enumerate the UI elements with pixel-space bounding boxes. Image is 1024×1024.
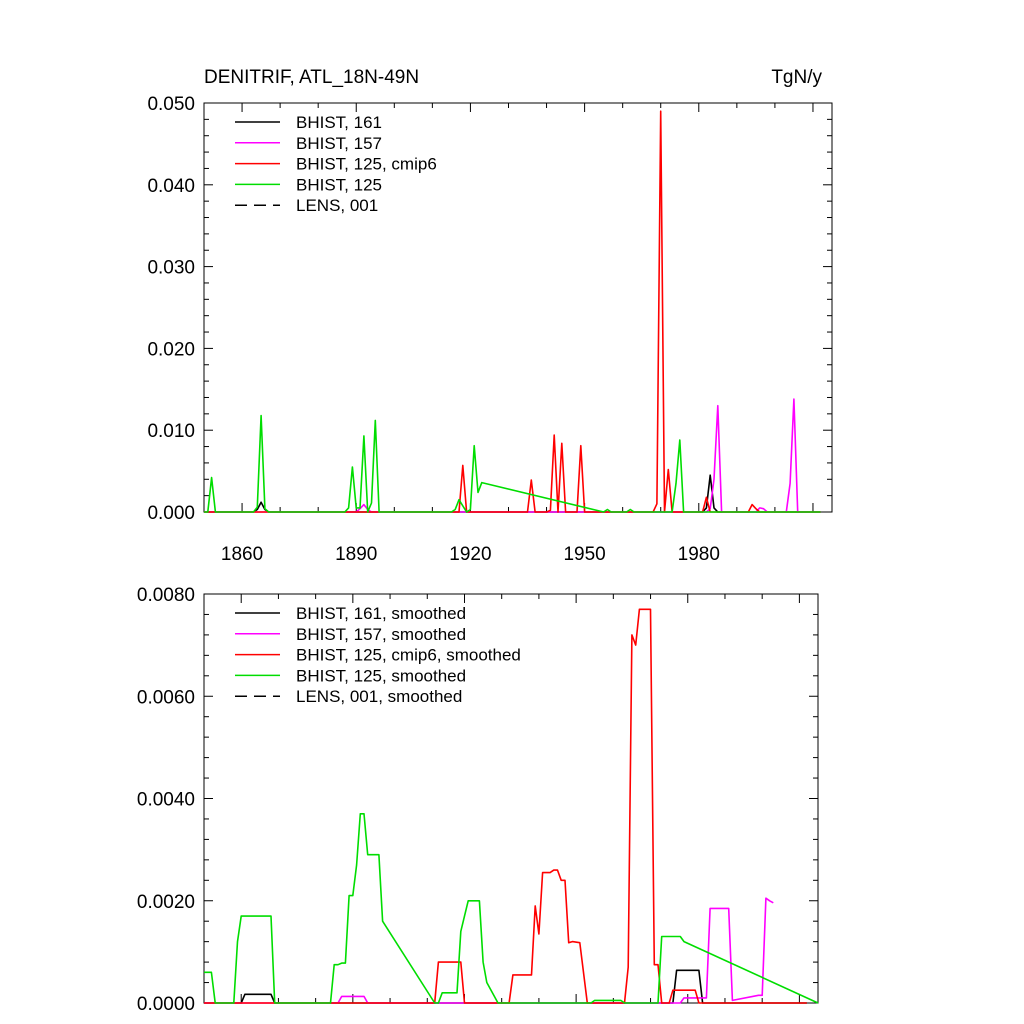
legend-label: BHIST, 125 xyxy=(296,175,382,194)
legend-label: BHIST, 161, smoothed xyxy=(296,604,466,623)
legend-label: LENS, 001, smoothed xyxy=(296,687,462,706)
y-tick-label: 0.000 xyxy=(147,503,195,524)
legend-label: BHIST, 125, cmip6 xyxy=(296,155,437,174)
y-tick-label: 0.040 xyxy=(147,176,195,197)
x-tick-label: 1980 xyxy=(678,544,720,565)
series-line-2 xyxy=(204,608,807,1004)
x-tick-label: 1890 xyxy=(335,544,377,565)
legend-label: BHIST, 125, cmip6, smoothed xyxy=(296,646,521,665)
y-tick-label: 0.030 xyxy=(147,258,195,279)
series-line-2 xyxy=(204,110,821,513)
legend-label: BHIST, 161 xyxy=(296,113,382,132)
x-tick-label: 1950 xyxy=(563,544,605,565)
y-tick-label: 0.0060 xyxy=(137,687,195,708)
panel-bottom-smoothed: 0.0000 0.0020 0.0040 0.0060 0.0080 BHIST, 161… xyxy=(137,585,819,1015)
series-line-0 xyxy=(204,969,807,1004)
x-tick-label: 1920 xyxy=(449,544,491,565)
legend-label: BHIST, 125, smoothed xyxy=(296,666,466,685)
panel-top-denitrif: 0.000 0.010 0.020 0.030 0.040 0.050 1860 1890 19… xyxy=(147,67,833,565)
y-tick-label: 0.010 xyxy=(147,421,195,442)
panel-title: DENITRIF, ATL_18N-49N xyxy=(204,67,419,88)
legend-label: BHIST, 157, smoothed xyxy=(296,625,466,644)
series-line-0 xyxy=(204,474,821,513)
y-tick-label: 0.020 xyxy=(147,339,195,360)
y-tick-label: 0.0020 xyxy=(137,892,195,913)
legend-label: BHIST, 157 xyxy=(296,134,382,153)
y-tick-label: 0.0000 xyxy=(137,994,195,1015)
series-line-1 xyxy=(204,398,821,513)
x-tick-label: 1860 xyxy=(221,544,263,565)
legend-label: LENS, 001 xyxy=(296,196,378,215)
y-tick-label: 0.0040 xyxy=(137,790,195,811)
series-line-1 xyxy=(204,897,774,1004)
y-tick-label: 0.050 xyxy=(147,94,195,115)
y-tick-label: 0.0080 xyxy=(137,585,195,606)
series-line-3 xyxy=(204,812,819,1004)
series-line-3 xyxy=(204,414,821,513)
units-label: TgN/y xyxy=(771,67,822,88)
